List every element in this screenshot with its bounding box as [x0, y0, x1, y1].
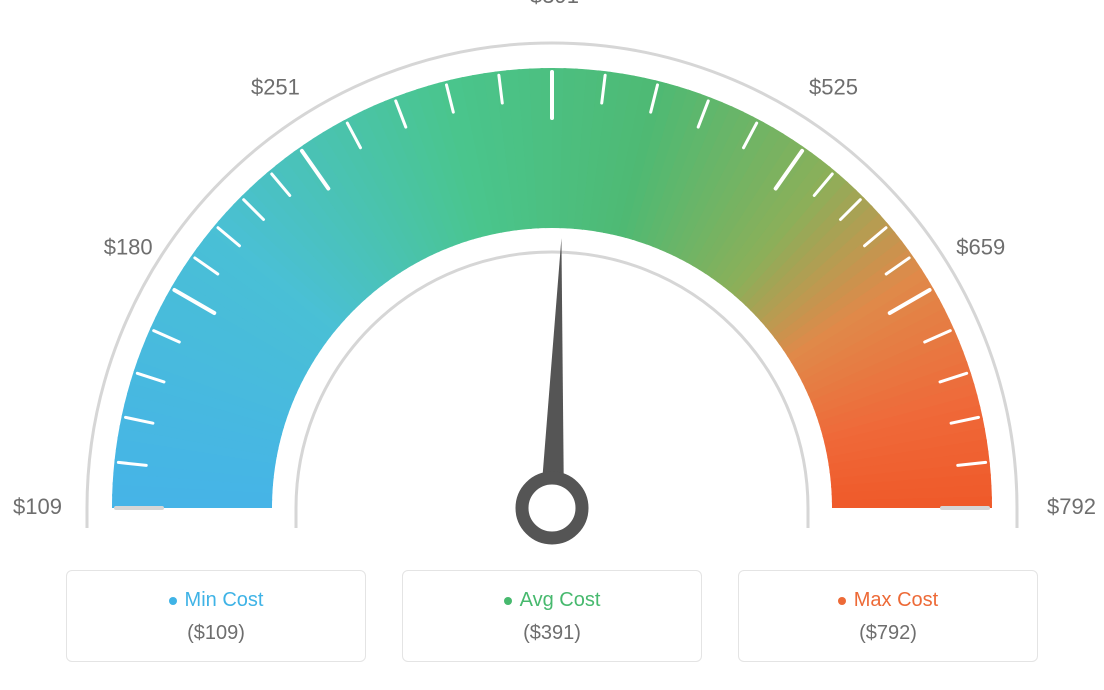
- legend-value-avg: ($391): [413, 622, 691, 645]
- gauge-tick-label: $391: [530, 0, 579, 8]
- legend-value-min: ($109): [77, 622, 355, 645]
- gauge-svg: $109 $180 $251 $391 $525 $659 $792: [0, 0, 1104, 560]
- gauge-tick-label: $251: [251, 74, 300, 99]
- gauge-tick-label: $659: [956, 235, 1005, 260]
- gauge-chart: $109 $180 $251 $391 $525 $659 $792: [0, 0, 1104, 560]
- legend-card-avg: Avg Cost ($391): [402, 570, 702, 662]
- gauge-needle-hub: [522, 478, 582, 538]
- legend-label-min-text: Min Cost: [185, 589, 264, 612]
- legend-label-max: Max Cost: [838, 589, 938, 612]
- legend-row: Min Cost ($109) Avg Cost ($391) Max Cost…: [0, 570, 1104, 662]
- legend-card-max: Max Cost ($792): [738, 570, 1038, 662]
- legend-card-min: Min Cost ($109): [66, 570, 366, 662]
- legend-label-avg-text: Avg Cost: [520, 589, 601, 612]
- gauge-tick-label: $792: [1047, 494, 1096, 519]
- gauge-tick-label: $180: [104, 235, 153, 260]
- gauge-tick-label: $109: [13, 494, 62, 519]
- gauge-tick-label: $525: [809, 74, 858, 99]
- legend-value-max: ($792): [749, 622, 1027, 645]
- legend-label-avg: Avg Cost: [504, 589, 601, 612]
- gauge-needle: [540, 238, 564, 508]
- legend-label-min: Min Cost: [169, 589, 264, 612]
- legend-label-max-text: Max Cost: [854, 589, 938, 612]
